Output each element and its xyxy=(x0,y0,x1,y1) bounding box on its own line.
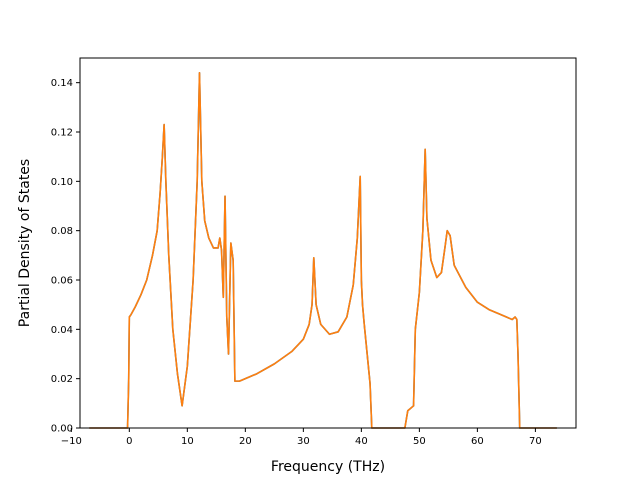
x-tick-label: −10 xyxy=(61,436,82,447)
y-tick-label: 0.04 xyxy=(51,325,73,336)
x-axis-label: Frequency (THz) xyxy=(271,459,385,475)
y-axis-label: Partial Density of States xyxy=(17,159,33,327)
y-tick-label: 0.00 xyxy=(51,424,73,435)
axes-frame xyxy=(79,57,577,429)
x-tick-label: 40 xyxy=(355,436,368,447)
y-tick-label: 0.06 xyxy=(51,276,73,287)
y-tick-label: 0.02 xyxy=(51,374,73,385)
x-tick-label: 20 xyxy=(239,436,252,447)
series-line xyxy=(89,72,557,429)
x-tick-label: 60 xyxy=(471,436,484,447)
y-axis-ticks: 0.00 0.02 0.04 0.06 0.08 0.10 0.12 0.14 xyxy=(51,78,80,435)
x-tick-label: 10 xyxy=(181,436,194,447)
x-tick-label: 50 xyxy=(413,436,426,447)
y-tick-label: 0.10 xyxy=(51,177,73,188)
x-tick-label: 30 xyxy=(297,436,310,447)
y-tick-label: 0.14 xyxy=(51,78,73,89)
series-layer xyxy=(89,72,557,429)
x-tick-label: 70 xyxy=(529,436,542,447)
axes-background xyxy=(80,58,576,428)
y-tick-label: 0.12 xyxy=(51,128,73,139)
x-tick-label: 0 xyxy=(126,436,132,447)
x-axis-ticks: −10 0 10 20 30 40 50 60 70 xyxy=(61,428,542,447)
y-tick-label: 0.08 xyxy=(51,226,73,237)
plot-area xyxy=(79,57,577,429)
